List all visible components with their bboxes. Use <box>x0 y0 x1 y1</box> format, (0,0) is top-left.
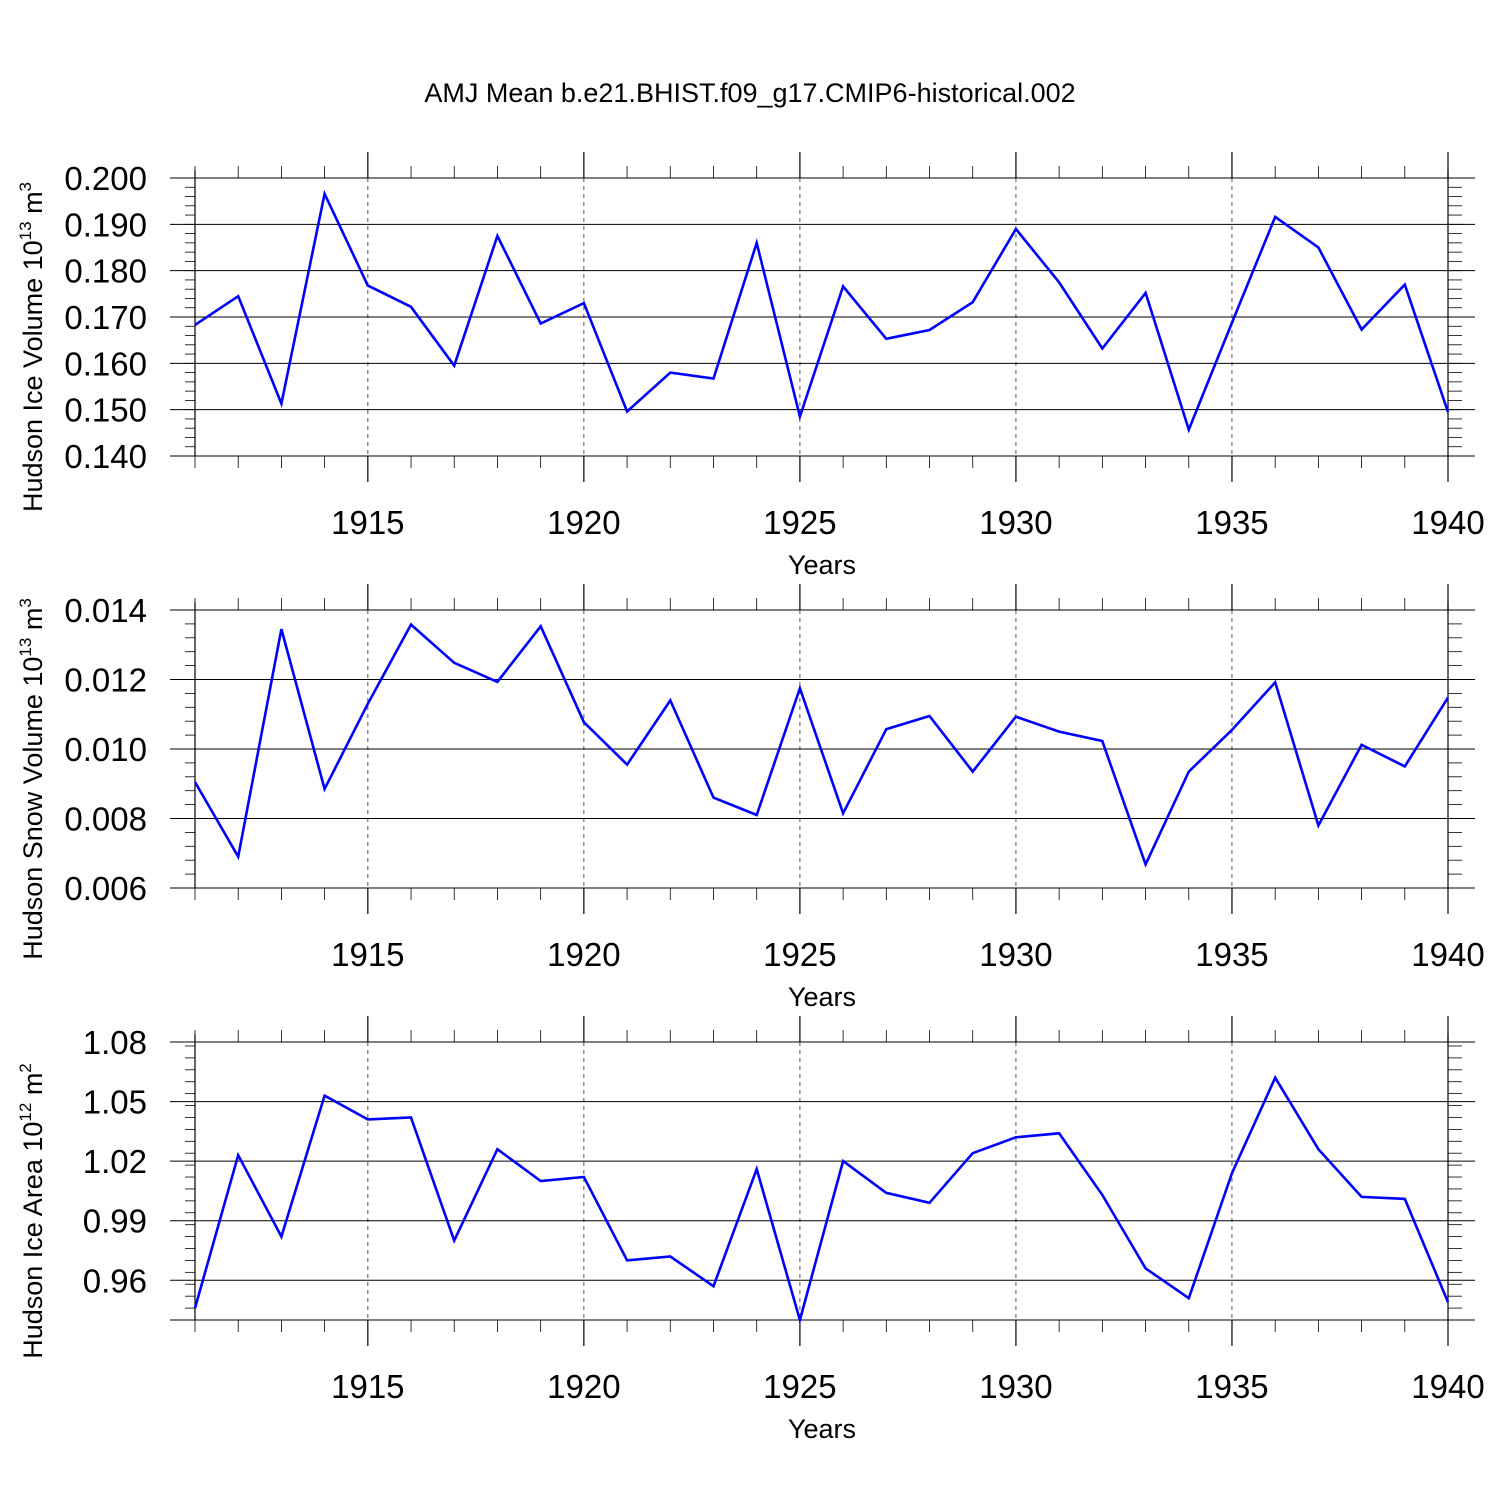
y-tick-label: 0.014 <box>64 592 147 629</box>
x-tick-label: 1915 <box>331 936 404 973</box>
series-line <box>194 189 1450 434</box>
y-tick-label: 1.02 <box>83 1143 147 1180</box>
y-axis-label: Hudson Snow Volume 1013 m3 <box>16 598 48 960</box>
y-tick-label: 0.170 <box>64 299 147 336</box>
y-tick-label: 0.006 <box>64 870 147 907</box>
y-tick-label: 0.180 <box>64 253 147 290</box>
x-tick-label: 1940 <box>1411 936 1484 973</box>
x-axis-label: Years <box>788 982 856 1012</box>
x-tick-label: 1935 <box>1195 504 1268 541</box>
panel-3: 1915 1920 1925 1930 1935 1940 0.96 0.99 1.02 1.05… <box>16 1016 1485 1444</box>
y-tick-label: 0.99 <box>83 1203 147 1240</box>
y-tick-label: 0.008 <box>64 801 147 838</box>
x-tick-label: 1925 <box>763 504 836 541</box>
y-tick-label: 0.140 <box>64 438 147 475</box>
x-tick-label: 1915 <box>331 1368 404 1405</box>
y-axis-label: Hudson Ice Volume 1013 m3 <box>16 182 48 512</box>
panel-2: 1915 1920 1925 1930 1935 1940 0.006 0.008 0.010 0… <box>16 584 1485 1012</box>
x-tick-label: 1935 <box>1195 1368 1268 1405</box>
x-tick-label: 1930 <box>979 936 1052 973</box>
y-tick-label: 0.150 <box>64 392 147 429</box>
y-tick-label: 0.96 <box>83 1262 147 1299</box>
series-line <box>193 622 1450 868</box>
x-tick-label: 1940 <box>1411 504 1484 541</box>
y-tick-label: 0.010 <box>64 731 147 768</box>
x-tick-label: 1930 <box>979 1368 1052 1405</box>
series-line <box>193 1074 1450 1325</box>
x-tick-label: 1930 <box>979 504 1052 541</box>
x-axis-label: Years <box>788 1414 856 1444</box>
y-tick-label: 0.160 <box>64 345 147 382</box>
x-tick-label: 1920 <box>547 504 620 541</box>
y-tick-label: 0.200 <box>64 160 147 197</box>
x-tick-label: 1920 <box>547 1368 620 1405</box>
y-tick-label: 0.190 <box>64 206 147 243</box>
panel-1: 1915 1920 1925 1930 1935 1940 0.140 0.150 0.160 0… <box>16 152 1485 580</box>
y-tick-label: 1.05 <box>83 1084 147 1121</box>
x-tick-label: 1915 <box>331 504 404 541</box>
x-axis-label: Years <box>788 550 856 580</box>
x-tick-label: 1920 <box>547 936 620 973</box>
figure-title: AMJ Mean b.e21.BHIST.f09_g17.CMIP6-histo… <box>424 78 1076 108</box>
x-tick-label: 1925 <box>763 1368 836 1405</box>
x-tick-label: 1935 <box>1195 936 1268 973</box>
x-tick-label: 1940 <box>1411 1368 1484 1405</box>
x-tick-label: 1925 <box>763 936 836 973</box>
y-axis-label: Hudson Ice Area 1012 m2 <box>16 1063 48 1359</box>
y-tick-label: 0.012 <box>64 662 147 699</box>
y-tick-label: 1.08 <box>83 1024 147 1061</box>
